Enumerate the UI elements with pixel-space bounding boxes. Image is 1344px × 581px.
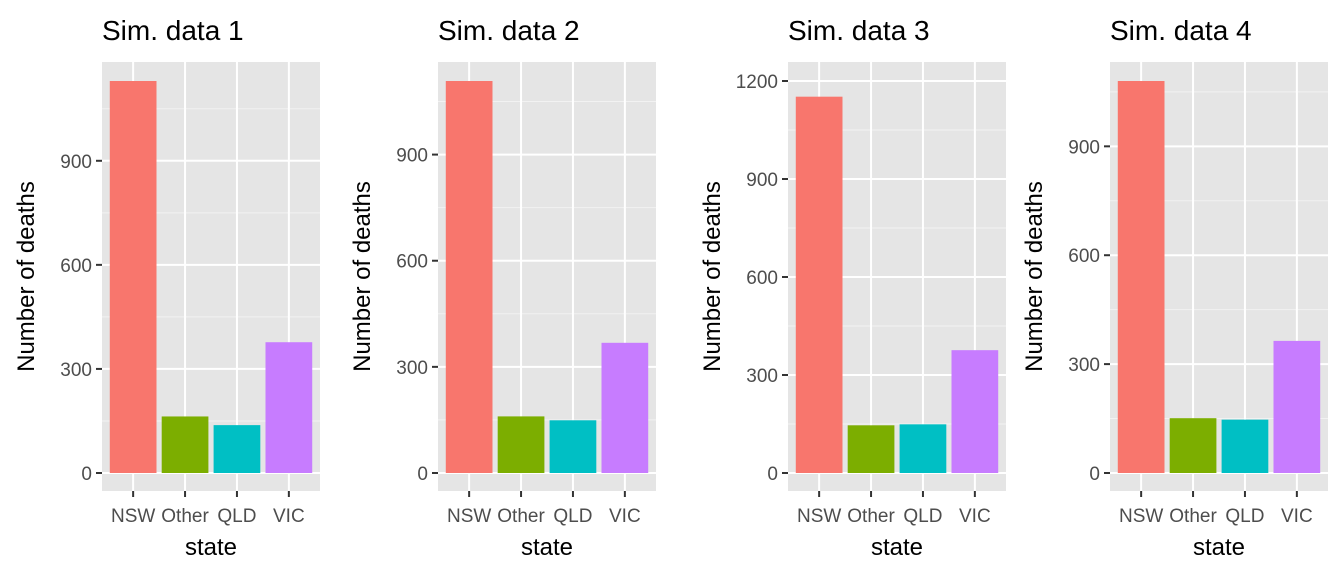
bar-qld bbox=[899, 424, 947, 473]
bar-nsw bbox=[445, 81, 493, 473]
chart-panel-3: 0 300 600 900 1200 NSW Other QLD VIC Sim. data 3 s… bbox=[699, 15, 1006, 561]
y-tick-label: 300 bbox=[396, 358, 428, 379]
panel-title: Sim. data 2 bbox=[438, 15, 580, 46]
x-tick-label: VIC bbox=[959, 506, 991, 527]
y-axis-title: Number of deaths bbox=[1021, 181, 1048, 372]
bar-other bbox=[497, 416, 545, 473]
y-tick-label: 900 bbox=[60, 152, 92, 173]
x-tick-label: VIC bbox=[273, 506, 305, 527]
x-axis-title: state bbox=[1193, 534, 1245, 561]
y-tick-label: 600 bbox=[396, 252, 428, 273]
y-axis-title: Number of deaths bbox=[699, 181, 726, 372]
chart-panel-1: 0 300 600 900 NSW Other QLD VIC Sim. data 1 state… bbox=[13, 15, 320, 561]
bar-nsw bbox=[109, 81, 157, 473]
y-tick-label: 300 bbox=[746, 366, 778, 387]
bar-vic bbox=[1273, 340, 1321, 473]
bar-vic bbox=[265, 342, 313, 473]
x-tick-label: VIC bbox=[1281, 506, 1313, 527]
y-tick-label: 600 bbox=[60, 256, 92, 277]
x-tick-label: NSW bbox=[447, 506, 491, 527]
x-tick-label: QLD bbox=[553, 506, 592, 527]
bar-other bbox=[847, 425, 895, 473]
x-tick-label: QLD bbox=[217, 506, 256, 527]
x-axis-title: state bbox=[521, 534, 573, 561]
bar-vic bbox=[601, 342, 649, 473]
bar-other bbox=[1169, 418, 1217, 473]
bar-qld bbox=[549, 420, 597, 473]
bar-qld bbox=[1221, 419, 1269, 473]
y-tick-label: 0 bbox=[1089, 464, 1100, 485]
y-tick-label: 900 bbox=[746, 170, 778, 191]
x-tick-label: Other bbox=[497, 506, 545, 527]
bar-nsw bbox=[1117, 81, 1165, 473]
chart-panel-2: 0 300 600 900 NSW Other QLD VIC Sim. data 2 state… bbox=[349, 15, 656, 561]
x-axis-title: state bbox=[871, 534, 923, 561]
x-tick-label: Other bbox=[847, 506, 895, 527]
y-tick-label: 0 bbox=[81, 464, 92, 485]
panel-title: Sim. data 4 bbox=[1110, 15, 1252, 46]
x-tick-label: Other bbox=[1169, 506, 1217, 527]
x-tick-label: Other bbox=[161, 506, 209, 527]
x-axis-title: state bbox=[185, 534, 237, 561]
x-tick-label: QLD bbox=[903, 506, 942, 527]
x-tick-label: NSW bbox=[1119, 506, 1163, 527]
bar-qld bbox=[213, 425, 261, 473]
y-tick-label: 0 bbox=[417, 464, 428, 485]
y-axis-title: Number of deaths bbox=[13, 181, 40, 372]
y-tick-label: 900 bbox=[1068, 137, 1100, 158]
x-tick-label: NSW bbox=[111, 506, 155, 527]
y-tick-label: 900 bbox=[396, 146, 428, 167]
bar-nsw bbox=[795, 96, 843, 474]
y-tick-label: 300 bbox=[1068, 355, 1100, 376]
panel-title: Sim. data 3 bbox=[788, 15, 930, 46]
y-axis-title: Number of deaths bbox=[349, 181, 376, 372]
x-tick-label: QLD bbox=[1225, 506, 1264, 527]
bar-vic bbox=[951, 350, 999, 473]
y-tick-label: 0 bbox=[767, 464, 778, 485]
bar-other bbox=[161, 416, 209, 473]
y-tick-label: 600 bbox=[746, 268, 778, 289]
y-tick-label: 1200 bbox=[736, 72, 778, 93]
x-tick-label: VIC bbox=[609, 506, 641, 527]
chart-panel-4: 0 300 600 900 NSW Other QLD VIC Sim. data 4 state… bbox=[1021, 15, 1328, 561]
y-tick-label: 300 bbox=[60, 360, 92, 381]
panel-title: Sim. data 1 bbox=[102, 15, 244, 46]
y-tick-label: 600 bbox=[1068, 246, 1100, 267]
x-tick-label: NSW bbox=[797, 506, 841, 527]
